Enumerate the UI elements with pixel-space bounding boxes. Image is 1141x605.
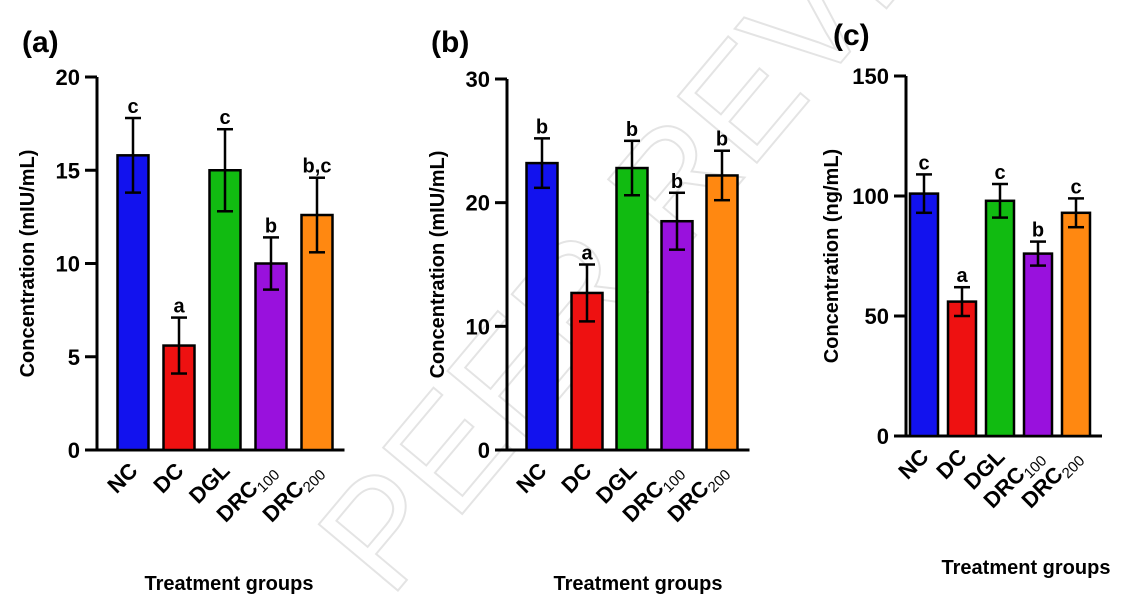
significance-label: b <box>536 116 548 138</box>
y-tick-label: 10 <box>56 252 80 277</box>
bar-dgl <box>615 166 649 452</box>
error-bar <box>1030 240 1046 267</box>
y-tick-label: 0 <box>877 424 889 449</box>
x-tick-label: NC <box>893 444 933 484</box>
significance-label: b <box>626 119 638 141</box>
y-axis-label: Concentration (mIU/mL) <box>427 151 449 379</box>
significance-label: c <box>219 107 230 129</box>
x-axis-label: Treatment groups <box>942 557 1111 579</box>
bar-drc100 <box>660 219 694 452</box>
error-bar <box>714 149 730 202</box>
panel-label: (b) <box>431 26 469 59</box>
y-tick-label: 150 <box>852 64 889 89</box>
significance-label: c <box>1070 176 1081 198</box>
panel-label: (a) <box>22 26 59 59</box>
y-tick-label: 30 <box>466 67 490 92</box>
significance-label: b <box>265 215 277 237</box>
bar-nc <box>525 161 559 452</box>
significance-label: b <box>671 171 683 193</box>
bar-drc100 <box>254 262 288 452</box>
bar-drc100 <box>1022 252 1054 438</box>
x-tick-label: NC <box>102 458 142 498</box>
y-tick-label: 10 <box>466 314 490 339</box>
significance-label: b <box>716 129 728 151</box>
significance-label: a <box>956 265 968 287</box>
error-bar <box>263 236 279 291</box>
y-tick-label: 0 <box>478 438 490 463</box>
y-tick-label: 20 <box>56 65 80 90</box>
error-bar <box>217 127 233 213</box>
bar-dgl <box>984 199 1016 438</box>
bar-nc <box>908 192 940 438</box>
bar-drc200 <box>300 213 334 452</box>
x-tick-label-main: NC <box>511 458 551 498</box>
error-bar <box>669 191 685 251</box>
y-tick-label: 100 <box>852 184 889 209</box>
x-tick-label-main: DC <box>556 458 596 498</box>
significance-label: b,c <box>303 156 332 178</box>
error-bar <box>125 116 141 194</box>
error-bar <box>534 137 550 190</box>
x-tick-label: NC <box>511 458 551 498</box>
chart-panel-a: (a) 0 5 10 15 20 Concentration (mIU/mL) c NC a DC c… <box>17 26 345 595</box>
x-tick-label-main: NC <box>102 458 142 498</box>
error-bar <box>579 263 595 323</box>
x-axis-label: Treatment groups <box>554 573 723 595</box>
significance-label: b <box>1032 220 1044 242</box>
error-bar <box>171 316 187 375</box>
bar-nc <box>116 154 150 452</box>
bar-drc200 <box>705 174 739 452</box>
bar-dc <box>946 300 978 438</box>
x-tick-label-main: DC <box>148 458 188 498</box>
panel-label: (c) <box>833 19 870 52</box>
error-bar <box>309 176 325 254</box>
y-axis-label: Concentration (ng/mL) <box>821 149 843 363</box>
significance-label: c <box>127 96 138 118</box>
error-bar <box>624 139 640 197</box>
y-tick-label: 5 <box>68 345 80 370</box>
error-bar <box>954 285 970 318</box>
significance-label: a <box>581 243 593 265</box>
y-tick-label: 15 <box>56 158 80 183</box>
x-tick-label: DC <box>148 458 188 498</box>
y-tick-label: 0 <box>68 438 80 463</box>
y-axis-label: Concentration (mIU/mL) <box>17 150 39 378</box>
bar-dc <box>162 344 196 452</box>
y-tick-label: 50 <box>865 304 889 329</box>
error-bar <box>992 182 1008 219</box>
significance-label: c <box>994 162 1005 184</box>
error-bar <box>1068 197 1084 229</box>
significance-label: a <box>173 296 185 318</box>
x-tick-label: DC <box>556 458 596 498</box>
bar-drc200 <box>1060 211 1092 438</box>
x-axis-label: Treatment groups <box>145 573 314 595</box>
y-tick-label: 20 <box>466 191 490 216</box>
significance-label: c <box>918 152 929 174</box>
error-bar <box>916 173 932 215</box>
x-tick-label-main: NC <box>893 444 933 484</box>
